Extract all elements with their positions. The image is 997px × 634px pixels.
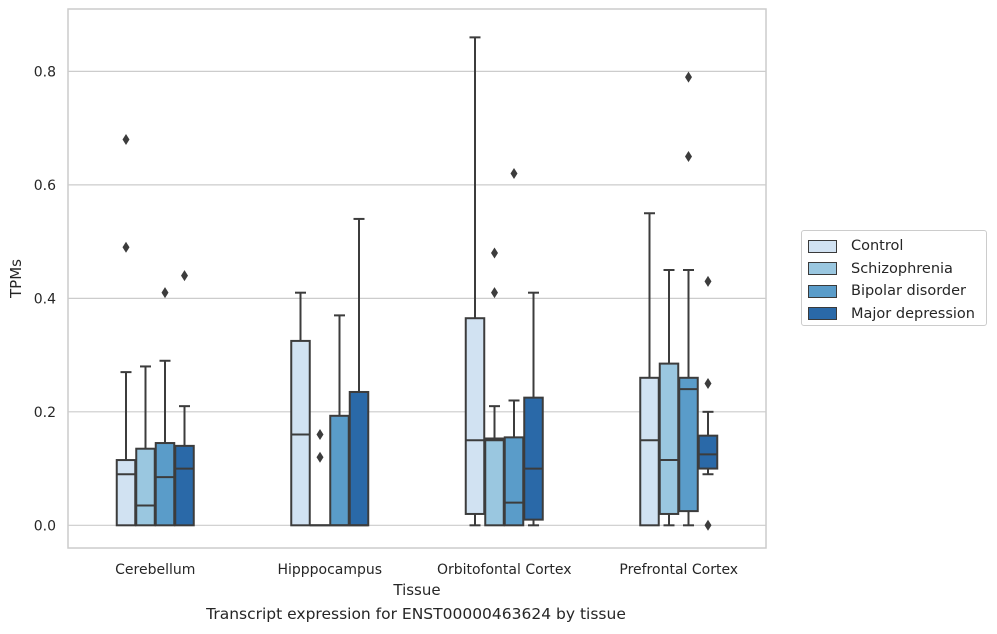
legend-item: Major depression bbox=[808, 303, 980, 326]
box-iqr bbox=[348, 390, 370, 527]
box-iqr bbox=[639, 376, 660, 527]
y-tick-label: 0.6 bbox=[34, 178, 56, 194]
box-bipolar-disorder bbox=[678, 71, 699, 527]
box-bipolar-disorder bbox=[154, 287, 176, 527]
box-major-depression bbox=[697, 275, 719, 531]
legend-label: Bipolar disorder bbox=[851, 283, 966, 300]
outlier-point bbox=[491, 247, 498, 259]
x-axis-title: Tissue bbox=[392, 581, 440, 599]
box-iqr bbox=[329, 414, 350, 527]
box-iqr bbox=[523, 396, 544, 521]
y-tick-label: 0.0 bbox=[34, 518, 56, 534]
outlier-point bbox=[161, 287, 169, 299]
box-iqr bbox=[658, 362, 680, 515]
box-iqr bbox=[697, 434, 719, 470]
outlier-point bbox=[685, 151, 692, 163]
legend-label: Schizophrenia bbox=[851, 260, 953, 277]
box-control bbox=[115, 133, 137, 527]
box-schizophrenia bbox=[309, 429, 331, 527]
y-tick-label: 0.8 bbox=[34, 64, 56, 80]
box-iqr bbox=[503, 436, 525, 527]
boxes bbox=[115, 36, 719, 531]
box-iqr bbox=[464, 317, 486, 515]
box-bipolar-disorder bbox=[329, 314, 350, 527]
outlier-point bbox=[316, 429, 324, 441]
outlier-point bbox=[704, 377, 712, 389]
outlier-point bbox=[181, 270, 188, 282]
legend-swatch bbox=[808, 307, 837, 321]
box-schizophrenia bbox=[135, 365, 156, 527]
legend-label: Control bbox=[851, 238, 904, 255]
legend-label: Major depression bbox=[851, 305, 975, 322]
outlier-point bbox=[122, 133, 130, 145]
outlier-point bbox=[510, 168, 518, 180]
y-tick-label: 0.4 bbox=[34, 291, 56, 307]
x-tick-label: Orbitofontal Cortex bbox=[437, 562, 572, 578]
box-control bbox=[290, 291, 311, 527]
legend-item: Schizophrenia bbox=[808, 258, 980, 281]
x-axis-ticks: Cerebellum Hipppocampus Orbitofontal Corte… bbox=[115, 562, 738, 578]
box-schizophrenia bbox=[658, 268, 680, 527]
outlier-point bbox=[122, 241, 130, 253]
box-iqr bbox=[135, 447, 156, 527]
box-control bbox=[639, 212, 660, 527]
legend-item: Bipolar disorder bbox=[808, 280, 980, 303]
box-bipolar-disorder bbox=[503, 168, 525, 527]
legend-swatch bbox=[808, 239, 837, 253]
legend-swatch bbox=[808, 262, 837, 276]
box-iqr bbox=[174, 444, 195, 527]
outlier-point bbox=[316, 451, 324, 463]
plot-area-frame bbox=[67, 8, 767, 549]
box-iqr bbox=[154, 442, 176, 527]
y-axis-ticks: 0.0 0.2 0.4 0.6 0.8 bbox=[34, 64, 56, 534]
x-tick-label: Cerebellum bbox=[115, 562, 195, 578]
box-major-depression bbox=[523, 291, 544, 527]
x-tick-label: Hipppocampus bbox=[277, 562, 382, 578]
legend-swatch bbox=[808, 284, 837, 298]
outlier-point bbox=[704, 275, 712, 287]
y-tick-label: 0.2 bbox=[34, 405, 56, 421]
x-tick-label: Prefrontal Cortex bbox=[619, 562, 738, 578]
outlier-point bbox=[491, 287, 498, 299]
legend: Control Schizophrenia Bipolar disorder Majo… bbox=[801, 230, 987, 326]
box-schizophrenia bbox=[484, 247, 505, 527]
box-iqr bbox=[115, 459, 137, 527]
box-major-depression bbox=[348, 217, 370, 527]
legend-item: Control bbox=[808, 235, 980, 258]
box-major-depression bbox=[174, 270, 195, 527]
box-iqr bbox=[290, 339, 311, 527]
box-control bbox=[464, 36, 486, 527]
y-axis-title: TPMs bbox=[7, 259, 25, 299]
figure-caption: Transcript expression for ENST0000046362… bbox=[206, 605, 626, 623]
outlier-point bbox=[704, 519, 712, 531]
outlier-point bbox=[685, 71, 692, 83]
box-iqr bbox=[678, 376, 699, 513]
box-iqr bbox=[484, 437, 505, 527]
